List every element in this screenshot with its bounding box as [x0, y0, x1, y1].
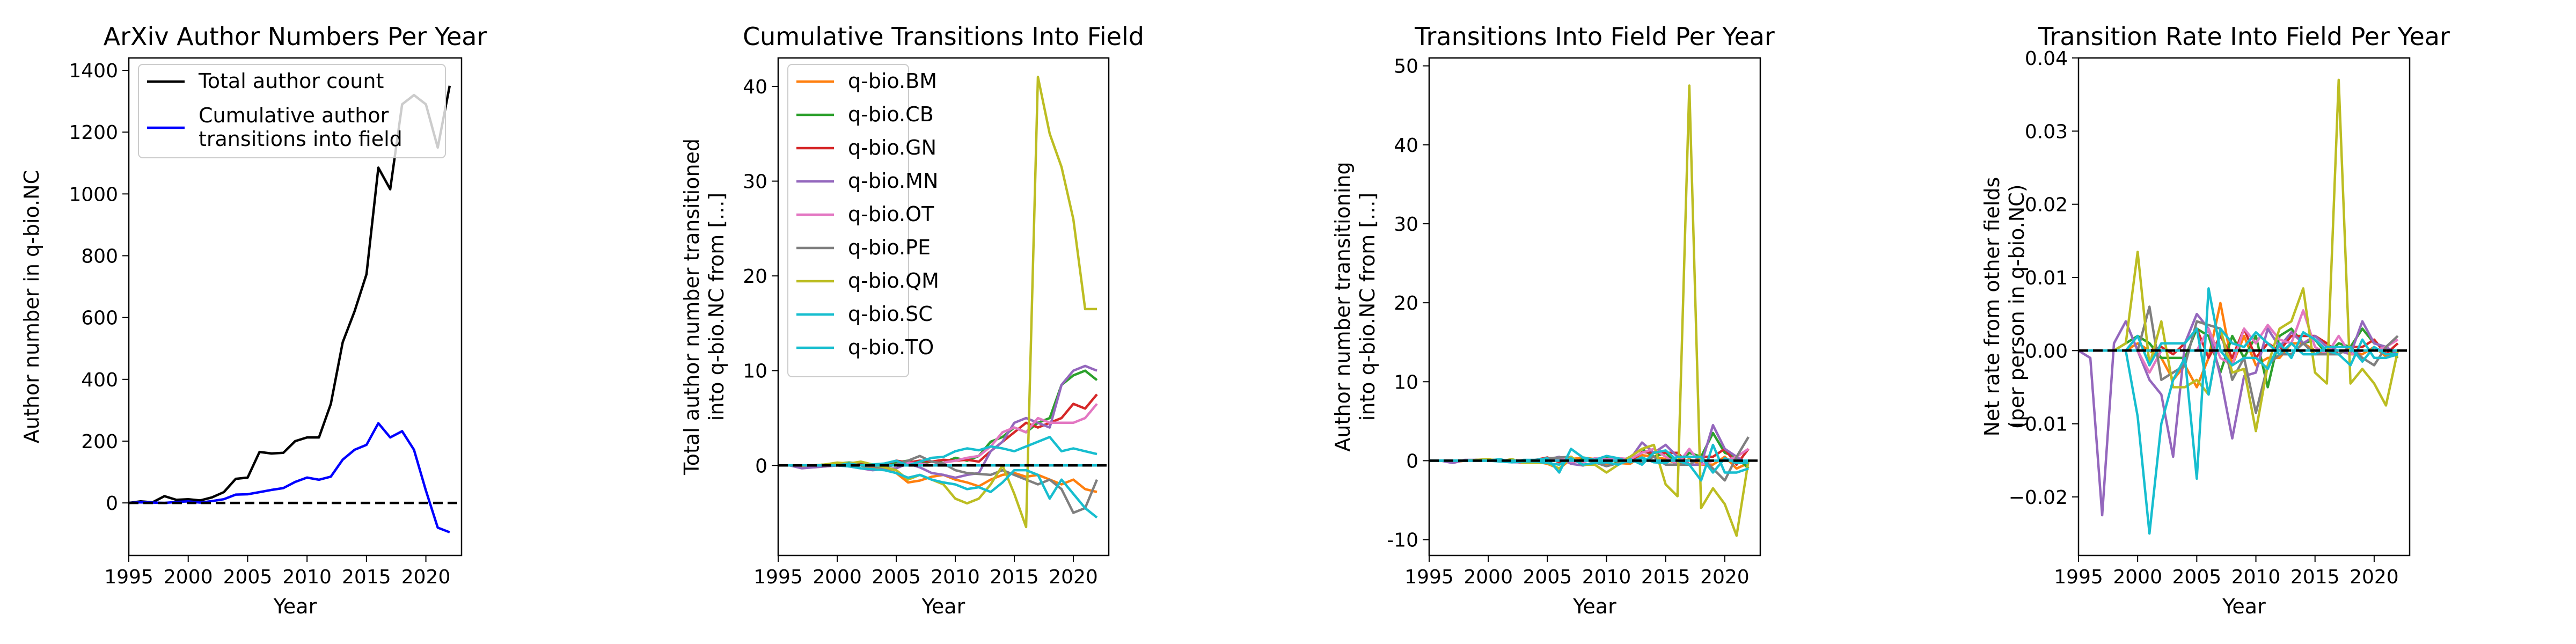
panel-3: Transitions Into Field Per Year 1995 2000 2…: [1331, 22, 1775, 618]
axes-frame: [2077, 57, 2411, 557]
series-line-q-bio-qm: [2079, 78, 2399, 433]
legend-label: q-bio.TO: [848, 335, 934, 359]
x-tick-label: 2010: [1582, 566, 1631, 588]
x-tick-label: 2005: [2172, 566, 2222, 588]
series-line-q-bio-to: [2079, 287, 2398, 535]
axes-frame: [777, 57, 1110, 557]
y-axis-label: Author number in q-bio.NC: [20, 170, 43, 443]
y-tick-label: 0.02: [2025, 194, 2068, 216]
series-line-unlabeled-9: [2079, 327, 2398, 396]
x-axis-label: Year: [1572, 595, 1616, 618]
x-tick-label: 2015: [1641, 566, 1690, 588]
series-line-q-bio-cb: [778, 369, 1098, 467]
x-tick-label: 2010: [931, 566, 980, 588]
legend-label: q-bio.QM: [848, 269, 939, 292]
y-tick-label: 50: [1394, 56, 1418, 78]
x-tick-label: 2015: [2290, 566, 2340, 588]
y-tick-label: -10: [1387, 530, 1418, 552]
x-tick-label: 2000: [164, 566, 213, 588]
legend-box: [138, 64, 446, 158]
x-axis-label: Year: [2222, 595, 2266, 618]
x-tick-label: 2020: [1049, 566, 1098, 588]
legend-label: Cumulative author transitions into field: [199, 104, 402, 151]
x-tick-label: 2010: [2231, 566, 2281, 588]
series-line-q-bio-mn: [2079, 312, 2399, 517]
series-line-q-bio-bm: [778, 463, 1097, 493]
x-tick-label: 2020: [401, 566, 451, 588]
series-line-q-bio-qm: [1429, 84, 1750, 537]
y-tick-label: 20: [743, 266, 767, 288]
x-tick-label: 2020: [2350, 566, 2399, 588]
y-tick-label: 40: [1394, 135, 1418, 157]
x-tick-label: 1995: [2054, 566, 2103, 588]
legend-label: q-bio.GN: [848, 136, 936, 159]
x-tick-label: 2005: [1523, 566, 1572, 588]
y-tick-label: 0: [106, 493, 118, 515]
x-tick-label: 2000: [2113, 566, 2162, 588]
y-axis-label: Net rate from other fields(per person in…: [1980, 177, 2029, 437]
x-tick-label: 2015: [990, 566, 1039, 588]
x-tick-label: 2000: [1463, 566, 1513, 588]
x-tick-label: 2010: [282, 566, 332, 588]
y-tick-label: 400: [81, 369, 118, 391]
x-axis-label: Year: [273, 595, 317, 618]
panel-4: Transition Rate Into Field Per Year 1995 2…: [1980, 22, 2450, 618]
x-tick-label: 1995: [104, 566, 153, 588]
y-tick-label: 0.04: [2025, 48, 2068, 70]
series-line-unlabeled-9: [1429, 448, 1748, 474]
x-axis-label: Year: [921, 595, 965, 618]
legend-box: [787, 64, 909, 377]
chart-title: Transitions Into Field Per Year: [1414, 22, 1775, 51]
y-tick-label: 0.01: [2025, 267, 2068, 289]
x-tick-label: 2000: [813, 566, 862, 588]
y-tick-label: 30: [1394, 214, 1418, 236]
y-tick-label: 10: [743, 361, 767, 383]
y-tick-label: 0: [1406, 450, 1418, 472]
legend-label: Total author count: [198, 69, 384, 93]
y-tick-label: −0.01: [2009, 414, 2068, 436]
y-tick-label: 40: [743, 76, 767, 98]
y-tick-label: 0: [755, 455, 767, 477]
x-tick-label: 1995: [1404, 566, 1454, 588]
y-tick-label: 600: [81, 308, 118, 330]
legend-label: q-bio.BM: [848, 69, 937, 93]
y-tick-label: −0.02: [2009, 487, 2068, 509]
legend-label: q-bio.PE: [848, 236, 931, 259]
legend-label: q-bio.CB: [848, 103, 934, 126]
y-tick-label: 1400: [69, 60, 118, 82]
axes-frame: [1428, 57, 1761, 557]
y-tick-label: 0.03: [2025, 121, 2068, 143]
x-tick-label: 2005: [223, 566, 273, 588]
x-tick-label: 2015: [342, 566, 391, 588]
x-tick-label: 2020: [1700, 566, 1750, 588]
legend: q-bio.BM q-bio.CB q-bio.GN q-bio.MN q-bio.OT…: [787, 64, 939, 377]
y-tick-label: 0.00: [2025, 340, 2068, 362]
x-tick-label: 1995: [753, 566, 803, 588]
legend-label: q-bio.MN: [848, 169, 938, 193]
y-tick-label: 10: [1394, 371, 1418, 393]
chart-title: Cumulative Transitions Into Field: [743, 22, 1144, 51]
legend-label: q-bio.OT: [848, 202, 934, 226]
y-tick-label: 1200: [69, 122, 118, 144]
legend-label: q-bio.SC: [848, 302, 933, 326]
axes-frame: [128, 57, 463, 557]
y-tick-label: 30: [743, 171, 767, 193]
x-tick-label: 2005: [872, 566, 921, 588]
chart-title: Transition Rate Into Field Per Year: [2038, 22, 2450, 51]
y-axis-label: Total author number transitionedinto q-b…: [680, 138, 728, 475]
y-tick-label: 20: [1394, 292, 1418, 314]
legend: Total author count Cumulative author trans…: [138, 64, 446, 158]
y-tick-label: 1000: [69, 184, 118, 206]
series-line-q-bio-gn: [778, 393, 1098, 467]
y-tick-label: 800: [81, 245, 118, 267]
chart-title: ArXiv Author Numbers Per Year: [104, 22, 487, 51]
y-tick-label: 200: [81, 431, 118, 453]
series-line-cumulative-author: [129, 422, 450, 533]
y-axis-label: Author number transitioninginto q-bio.NC…: [1331, 162, 1379, 451]
